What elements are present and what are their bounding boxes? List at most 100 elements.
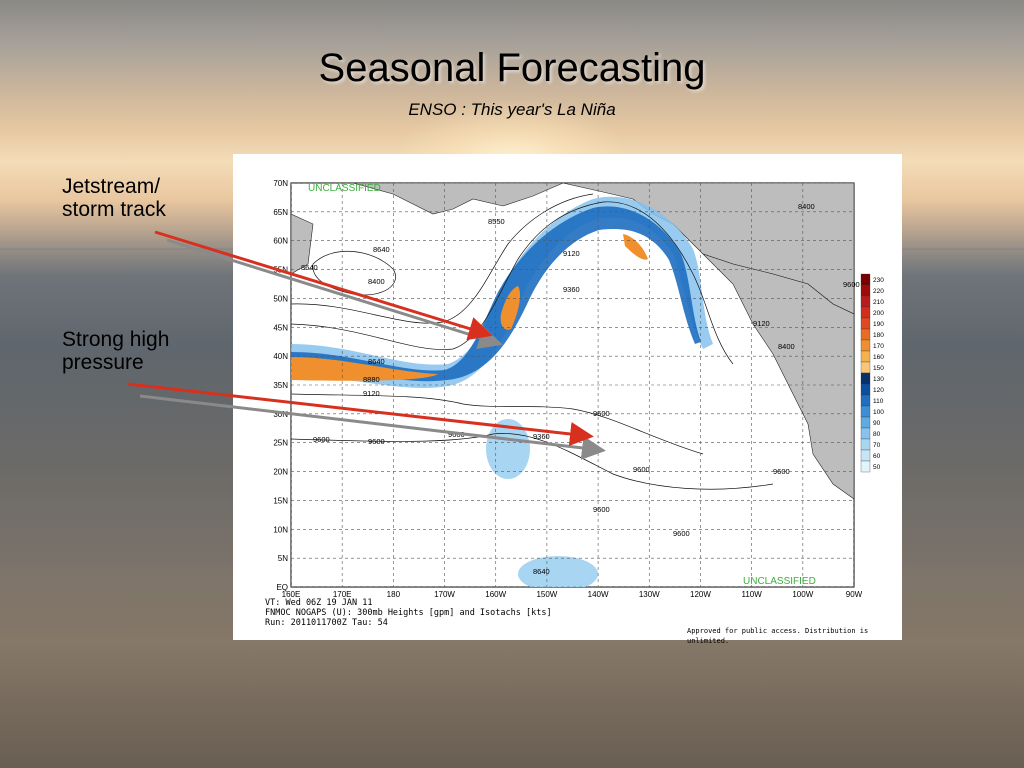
contour-label: 8640 — [373, 245, 390, 254]
longitude-label: 90W — [846, 590, 863, 599]
contour-label: 9120 — [753, 319, 770, 328]
contour-label: 9600 — [843, 280, 860, 289]
forecast-map: 70N65N60N55N50N45N40N35N30N25N20N15N10N5… — [233, 154, 902, 645]
latitude-label: 5N — [278, 554, 288, 563]
contour-label: 9600 — [633, 465, 650, 474]
legend-value: 190 — [873, 321, 884, 328]
isotach-equatorial — [518, 556, 598, 587]
contour-label: 8550 — [488, 217, 505, 226]
longitude-label: 170E — [333, 590, 352, 599]
jetstream-label-line2: storm track — [62, 198, 166, 221]
legend-value: 220 — [873, 288, 884, 295]
footer-product: FNMOC NOGAPS (U): 300mb Heights [gpm] an… — [265, 608, 552, 618]
isotach-legend: 230 220 210 200 190 180 170 160 150 130 120 110 100 9… — [860, 273, 884, 473]
legend-value: 60 — [873, 453, 881, 460]
longitude-label: 150W — [536, 590, 557, 599]
longitude-label: 110W — [741, 590, 762, 599]
latitude-label: 65N — [273, 208, 288, 217]
latitude-label: 70N — [273, 179, 288, 188]
legend-value: 110 — [873, 398, 884, 405]
slide-title: Seasonal Forecasting — [318, 46, 706, 90]
latitude-label: 45N — [273, 323, 288, 332]
longitude-label: 170W — [434, 590, 455, 599]
contour-label: 9600 — [313, 435, 330, 444]
legend-value: 230 — [873, 277, 884, 284]
isotach-subtropic — [486, 419, 530, 479]
legend-value: 50 — [873, 464, 881, 471]
footer-run: Run: 2011011700Z Tau: 54 — [265, 618, 388, 628]
jetstream-arrow — [154, 230, 493, 341]
contour-label: 9600 — [673, 529, 690, 538]
contour-label: 9600 — [773, 467, 790, 476]
contour-label: 9600 — [593, 409, 610, 418]
legend-value: 150 — [873, 365, 884, 372]
jetstream-arrow-shadow — [166, 238, 503, 350]
latitude-label: 60N — [273, 237, 288, 246]
contour-label: 8400 — [798, 202, 815, 211]
legend-value: 160 — [873, 354, 884, 361]
latitude-label: 40N — [273, 352, 288, 361]
classification-bottom: UNCLASSIFIED — [743, 576, 816, 587]
legend-value: 80 — [873, 431, 881, 438]
latitude-labels: 70N65N60N55N50N45N40N35N30N25N20N15N10N5… — [273, 179, 288, 592]
longitude-label: 180 — [387, 590, 401, 599]
jet-max-gulf — [500, 286, 521, 330]
legend-value: 70 — [873, 442, 881, 449]
legend-value: 100 — [873, 409, 884, 416]
latitude-label: EQ — [276, 583, 288, 592]
latitude-label: 20N — [273, 468, 288, 477]
contour-label: 9600 — [593, 505, 610, 514]
forecast-map-svg: 70N65N60N55N50N45N40N35N30N25N20N15N10N5… — [273, 179, 884, 599]
map-footer: VT: Wed 06Z 19 JAN 11 FNMOC NOGAPS (U): … — [265, 598, 552, 628]
latitude-label: 25N — [273, 439, 288, 448]
contour-label: 9120 — [563, 249, 580, 258]
contour-label: 9120 — [363, 389, 380, 398]
longitude-labels: 160E 170E 180 170W 160W 150W 140W 130W 120W 110W 1… — [282, 590, 863, 599]
longitude-label: 140W — [588, 590, 609, 599]
high-pressure-arrow-shadow — [139, 394, 606, 460]
longitude-label: 160E — [282, 590, 301, 599]
legend-value: 120 — [873, 387, 884, 394]
longitude-label: 120W — [690, 590, 711, 599]
contour-label: 8640 — [533, 567, 550, 576]
high-pressure-label: Strong high pressure — [62, 328, 169, 374]
contour-label: 8400 — [368, 277, 385, 286]
contour-label: 8640 — [368, 357, 385, 366]
high-pressure-label-line2: pressure — [62, 351, 144, 374]
footer-valid-time: VT: Wed 06Z 19 JAN 11 — [265, 598, 373, 608]
land-kamchatka — [291, 213, 314, 275]
latitude-label: 30N — [273, 410, 288, 419]
jetstream-label-line1: Jetstream/ — [62, 175, 161, 198]
land-siberia-alaska — [291, 183, 564, 215]
slide-subtitle: ENSO : This year's La Niña — [408, 100, 616, 119]
contour-label: 8640 — [301, 263, 318, 272]
latitude-label: 15N — [273, 496, 288, 505]
latitude-label: 10N — [273, 525, 288, 534]
jet-max-west — [291, 357, 438, 381]
legend-value: 210 — [873, 299, 884, 306]
longitude-label: 130W — [639, 590, 660, 599]
land-west-coast — [702, 253, 854, 500]
jet-max-north — [623, 234, 648, 260]
classification-top: UNCLASSIFIED — [308, 183, 381, 194]
legend-value: 180 — [873, 332, 884, 339]
latitude-label: 50N — [273, 294, 288, 303]
legend-swatch — [860, 460, 871, 473]
legend-value: 90 — [873, 420, 881, 427]
longitude-label: 160W — [485, 590, 506, 599]
longitude-label: 100W — [792, 590, 813, 599]
contour-label: 9600 — [368, 437, 385, 446]
legend-value: 130 — [873, 376, 884, 383]
contour-value-labels: 8400 8550 8640 8640 8400 9120 9360 8880 9120 8640… — [301, 202, 860, 576]
legend-value: 170 — [873, 343, 884, 350]
latitude-label: 35N — [273, 381, 288, 390]
contour-label: 9360 — [563, 285, 580, 294]
contour-label: 9360 — [533, 432, 550, 441]
contour-label: 8880 — [363, 375, 380, 384]
contour-label: 8400 — [778, 342, 795, 351]
jetstream-label: Jetstream/ storm track — [62, 175, 166, 221]
legend-value: 200 — [873, 310, 884, 317]
footer-approval: Approved for public access. Distribution… — [687, 627, 869, 645]
lat-lon-grid — [291, 183, 854, 587]
